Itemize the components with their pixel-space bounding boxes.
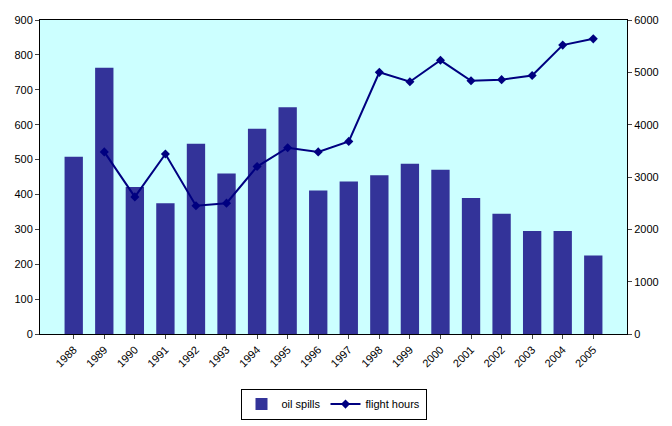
svg-text:600: 600	[14, 119, 32, 131]
svg-text:2005: 2005	[573, 344, 599, 370]
svg-text:1990: 1990	[114, 344, 140, 370]
svg-text:4000: 4000	[634, 119, 658, 131]
svg-text:1992: 1992	[175, 344, 201, 370]
svg-text:200: 200	[14, 258, 32, 270]
svg-text:800: 800	[14, 49, 32, 61]
svg-text:0: 0	[27, 328, 33, 340]
svg-text:1996: 1996	[298, 344, 324, 370]
svg-text:1995: 1995	[267, 344, 293, 370]
svg-text:1991: 1991	[145, 344, 171, 370]
svg-text:500: 500	[14, 153, 32, 165]
svg-text:2001: 2001	[451, 344, 477, 370]
svg-text:2002: 2002	[481, 344, 507, 370]
svg-text:700: 700	[14, 84, 32, 96]
svg-text:1994: 1994	[237, 344, 263, 370]
svg-text:6000: 6000	[634, 14, 658, 26]
svg-text:1989: 1989	[84, 344, 110, 370]
svg-text:5000: 5000	[634, 66, 658, 78]
svg-text:3000: 3000	[634, 171, 658, 183]
svg-text:1997: 1997	[328, 344, 354, 370]
svg-text:1993: 1993	[206, 344, 232, 370]
svg-text:oil spills: oil spills	[282, 398, 321, 410]
svg-text:300: 300	[14, 223, 32, 235]
svg-text:400: 400	[14, 188, 32, 200]
svg-text:1999: 1999	[389, 344, 415, 370]
svg-text:1000: 1000	[634, 276, 658, 288]
svg-text:2000: 2000	[420, 344, 446, 370]
svg-text:900: 900	[14, 14, 32, 26]
svg-text:2003: 2003	[512, 344, 538, 370]
svg-text:100: 100	[14, 293, 32, 305]
svg-text:2000: 2000	[634, 223, 658, 235]
svg-text:flight hours: flight hours	[366, 398, 420, 410]
svg-text:1988: 1988	[53, 344, 79, 370]
svg-text:1998: 1998	[359, 344, 385, 370]
svg-text:2004: 2004	[542, 344, 568, 370]
svg-text:0: 0	[634, 328, 640, 340]
